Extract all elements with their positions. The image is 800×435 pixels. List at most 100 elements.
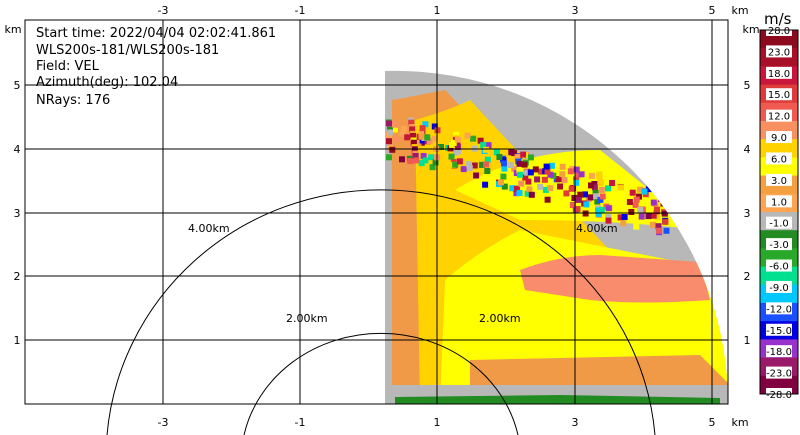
noise-pixel (393, 136, 400, 143)
noise-pixel (526, 186, 533, 193)
noise-pixel (483, 161, 489, 168)
noise-pixel (484, 168, 491, 174)
noise-pixel (518, 180, 525, 187)
noise-pixel (425, 128, 432, 135)
range-ring-2km (243, 332, 519, 435)
noise-pixel (597, 196, 604, 203)
noise-pixel (591, 184, 598, 191)
noise-pixel (540, 183, 547, 190)
noise-pixel (567, 168, 574, 175)
colorbar-label: -28.0 (766, 390, 792, 401)
noise-pixel (632, 201, 639, 208)
x-tick-top: 3 (572, 4, 579, 17)
noise-pixel (559, 163, 566, 170)
colorbar-label: -1.0 (769, 219, 789, 230)
noise-pixel (650, 212, 657, 219)
noise-pixel (516, 160, 523, 167)
noise-pixel (573, 179, 580, 186)
x-ticks-top: -3 -1 1 3 5 km (158, 4, 749, 17)
colorbar-label-bg (766, 152, 792, 165)
noise-pixel (645, 213, 652, 220)
noise-pixel (656, 227, 663, 234)
noise-pixel (399, 156, 405, 163)
x-tick-bottom: 1 (434, 416, 441, 429)
colorbar-label: 23.0 (768, 47, 790, 58)
noise-pixel (513, 185, 520, 192)
colorbar-label-bg (766, 195, 792, 208)
noise-pixel (617, 184, 624, 191)
colorbar-label: 28.0 (768, 26, 790, 37)
grid (25, 20, 728, 404)
noise-pixel (493, 149, 500, 156)
noise-pixels (385, 117, 671, 236)
noise-pixel (575, 196, 582, 203)
y-tick-left: 1 (14, 334, 21, 347)
noise-pixel (571, 195, 578, 201)
y-tick-right: 3 (744, 207, 751, 220)
noise-pixel (608, 189, 615, 196)
noise-pixel (637, 207, 644, 213)
noise-pixel (453, 131, 460, 138)
noise-pixel (516, 190, 523, 196)
noise-pixel (389, 146, 396, 153)
noise-pixel (664, 190, 671, 197)
colorbar-label-bg (766, 45, 792, 58)
x-tick-top: -3 (158, 4, 169, 17)
x-tick-top: 5 (709, 4, 716, 17)
noise-pixel (410, 139, 417, 146)
noise-pixel (661, 210, 668, 217)
noise-pixel (483, 146, 489, 153)
noise-pixel (645, 186, 652, 193)
x-tick-bottom: 5 (709, 416, 716, 429)
noise-pixel (409, 126, 416, 133)
velocity-field (385, 70, 729, 404)
ring-label-4km-right: 4.00km (576, 222, 618, 235)
noise-pixel (418, 133, 425, 140)
colorbar-label-bg (766, 345, 792, 358)
noise-pixel (660, 200, 667, 207)
noise-pixel (479, 161, 485, 168)
noise-pixel (422, 157, 429, 164)
noise-pixel (557, 183, 563, 190)
noise-pixel (447, 145, 454, 152)
noise-pixel (574, 171, 581, 178)
noise-pixel (568, 185, 575, 192)
noise-pixel (524, 190, 531, 197)
noise-pixel (527, 154, 534, 161)
noise-pixel (583, 201, 590, 208)
ring-label-4km-left: 4.00km (188, 222, 230, 235)
noise-pixel (596, 171, 603, 178)
colorbar-label-bg (766, 216, 792, 229)
colorbar-label: 18.0 (768, 69, 790, 80)
noise-pixel (496, 154, 503, 160)
noise-pixel (628, 209, 635, 215)
noise-pixel (432, 159, 439, 166)
noise-pixel (508, 162, 515, 169)
noise-pixel (588, 172, 595, 179)
noise-pixel (429, 164, 436, 171)
noise-pixel (650, 199, 657, 206)
y-tick-right: 4 (744, 143, 751, 156)
colorbar-label: 1.0 (771, 197, 787, 208)
noise-pixel (605, 205, 612, 212)
noise-pixel (662, 218, 669, 225)
y-tick-left: 3 (14, 207, 21, 220)
noise-pixel (516, 167, 523, 174)
noise-pixel (597, 180, 604, 187)
colorbar-label: -18.0 (766, 347, 792, 358)
noise-pixel (466, 161, 473, 168)
noise-pixel (582, 191, 588, 198)
noise-pixel (482, 181, 489, 188)
x-tick-bottom: -3 (158, 416, 169, 429)
y-tick-right: 5 (744, 79, 751, 92)
noise-pixel (480, 141, 487, 148)
noise-pixel (563, 190, 570, 197)
colorbar-label: -12.0 (766, 304, 792, 315)
noise-pixel (525, 178, 532, 185)
noise-pixel (514, 154, 521, 161)
noise-pixel (654, 214, 661, 221)
noise-pixel (559, 171, 566, 178)
noise-pixel (404, 134, 411, 141)
info-start-time: Start time: 2022/04/04 02:02:41.861 (36, 26, 277, 41)
